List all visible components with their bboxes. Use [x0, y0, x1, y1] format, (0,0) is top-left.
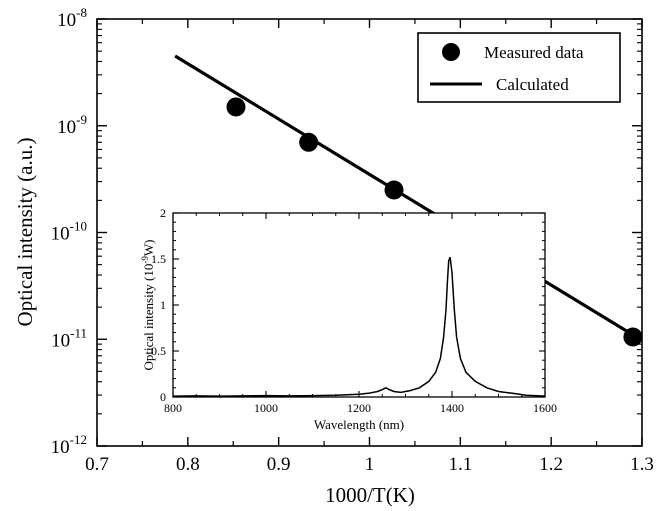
main-y-tick-label: 10-10	[51, 219, 87, 245]
main-y-tick-label: 10-12	[51, 432, 87, 458]
main-x-tick-labels: 0.7 0.8 0.9 1 1.1 1.2 1.3	[85, 454, 654, 475]
inset-x-axis-label: Wavelength (nm)	[314, 417, 404, 432]
main-y-tick-label: 10-9	[57, 112, 87, 138]
legend: Measured data Calculated	[417, 32, 621, 103]
calculated-line	[174, 54, 634, 337]
main-x-tick-label: 0.7	[85, 454, 109, 475]
inset-ticks	[172, 212, 546, 398]
measured-data-point	[299, 132, 319, 152]
inset-y-tick-label: 0	[160, 390, 166, 404]
measured-data-point	[384, 180, 404, 200]
inset-y-tick-label: 1	[160, 298, 166, 312]
main-y-tick-label: 10-8	[57, 5, 87, 31]
main-x-tick-label: 1.1	[448, 454, 472, 475]
legend-label-calculated: Calculated	[496, 75, 569, 94]
legend-circle-marker	[442, 43, 460, 61]
main-x-tick-label: 1.3	[630, 454, 654, 475]
legend-label-measured: Measured data	[484, 43, 584, 62]
main-y-tick-label: 10-11	[51, 325, 87, 351]
measured-data-point	[623, 327, 643, 347]
measured-data-point	[226, 97, 246, 117]
inset-chart: 800 1000 1200 1400 1600 0 0.5 1 1.5 2 Wavelength…	[140, 206, 557, 432]
inset-y-tick-label: 2	[160, 206, 166, 220]
inset-x-tick-label: 1400	[440, 401, 464, 415]
main-x-axis-label: 1000/T(K)	[325, 483, 415, 507]
main-x-tick-label: 1.2	[539, 454, 563, 475]
main-y-tick-labels: 10-12 10-11 10-10 10-9 10-8	[51, 5, 87, 458]
main-y-axis-label: Optical intensity (a.u.)	[13, 138, 37, 327]
inset-y-axis-label: Optical intensity (10-9W)	[140, 240, 156, 371]
inset-plot-frame	[172, 212, 546, 398]
inset-x-tick-label: 1000	[254, 401, 278, 415]
inset-x-tick-labels: 800 1000 1200 1400 1600	[164, 401, 557, 415]
inset-y-tick-labels: 0 0.5 1 1.5 2	[151, 206, 166, 404]
main-x-tick-label: 0.9	[267, 454, 291, 475]
inset-x-tick-label: 1600	[533, 401, 557, 415]
inset-y-tick-label: 1.5	[151, 252, 166, 266]
inset-x-tick-label: 800	[164, 401, 182, 415]
inset-x-tick-label: 1200	[347, 401, 371, 415]
inset-y-tick-label: 0.5	[151, 344, 166, 358]
main-x-tick-label: 1	[365, 454, 375, 475]
main-x-tick-label: 0.8	[176, 454, 200, 475]
inset-spectrum-curve	[172, 256, 546, 397]
